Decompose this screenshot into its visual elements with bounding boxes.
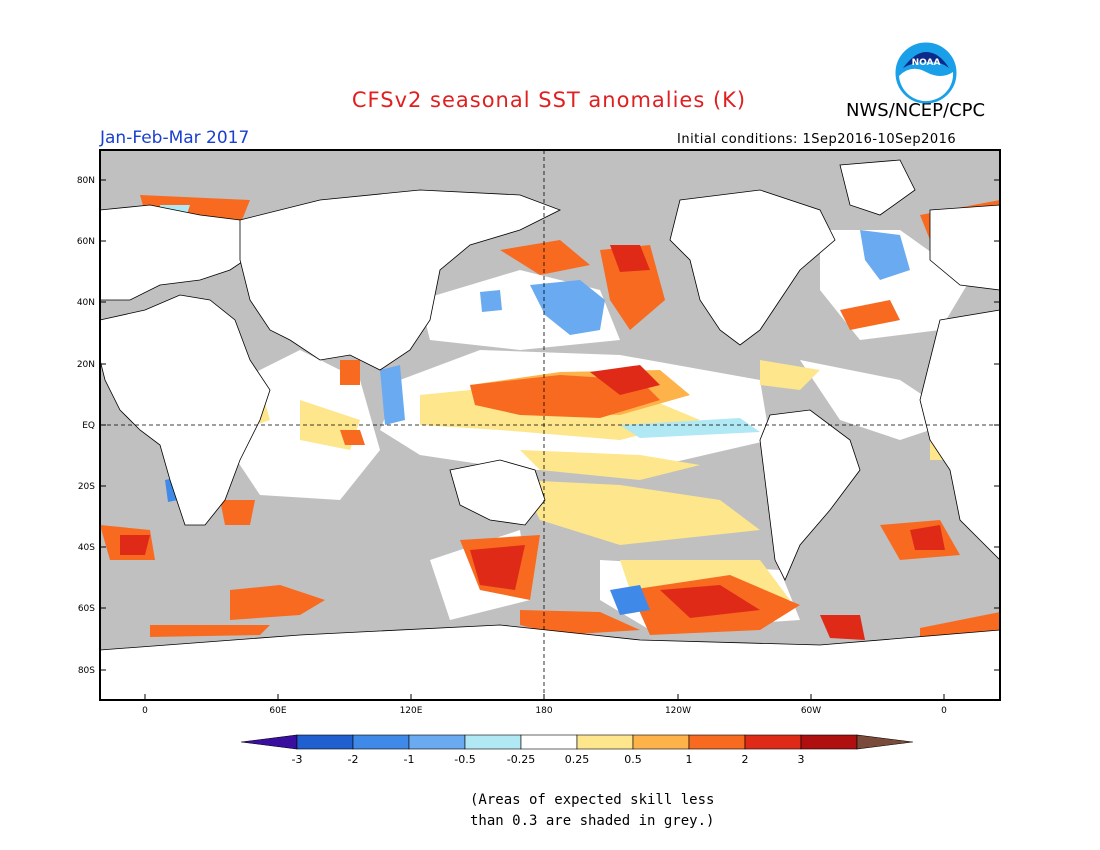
colorbar-tick: 1 (686, 753, 693, 766)
colorbar-segment (352, 734, 410, 750)
colorbar-tick: 0.5 (624, 753, 642, 766)
map-title: CFSv2 seasonal SST anomalies (K) (351, 88, 747, 112)
colorbar (240, 734, 914, 750)
anomaly-field (100, 195, 1000, 640)
season-label: Jan-Feb-Mar 2017 (100, 128, 250, 148)
lon-labels: 0 60E 120E 180 120W 60W 0 (142, 706, 947, 716)
colorbar-tick: -0.5 (454, 753, 475, 766)
colorbar-segment (408, 734, 466, 750)
colorbar-segment (296, 734, 354, 750)
colorbar-segment (632, 734, 690, 750)
lat-ticks (100, 179, 1000, 671)
lat-label: 60S (78, 604, 95, 614)
colorbar-tick-labels: -3 -2 -1 -0.5 -0.25 0.25 0.5 1 2 3 (292, 753, 805, 766)
lat-label: 40N (77, 298, 95, 308)
lat-label: 80N (77, 176, 95, 186)
lon-label: 180 (535, 706, 552, 716)
colorbar-segment (464, 734, 522, 750)
lon-label: 120E (400, 706, 423, 716)
lat-label: EQ (82, 421, 95, 431)
colorbar-tick: -2 (348, 753, 359, 766)
colorbar-segment (688, 734, 746, 750)
lon-label: 120W (665, 706, 691, 716)
colorbar-tick: 3 (798, 753, 805, 766)
noaa-logo-icon: NOAA (895, 42, 957, 104)
lat-label: 40S (78, 543, 95, 553)
colorbar-segment (800, 734, 858, 750)
lat-label: 20N (77, 360, 95, 370)
colorbar-segment (744, 734, 802, 750)
lat-label: 20S (78, 482, 95, 492)
colorbar-tick: -0.25 (507, 753, 535, 766)
logo-text: NOAA (912, 58, 941, 68)
lat-labels: 80N 60N 40N 20N EQ 20S 40S 60S 80S (77, 176, 95, 676)
colorbar-segment (520, 734, 578, 750)
lon-ticks (144, 694, 945, 700)
skill-note: (Areas of expected skill less than 0.3 a… (470, 790, 714, 832)
colorbar-segment (576, 734, 634, 750)
lat-label: 60N (77, 237, 95, 247)
lon-label: 0 (142, 706, 148, 716)
colorbar-arrow-high (856, 734, 914, 750)
colorbar-tick: -3 (292, 753, 303, 766)
skill-note-line: than 0.3 are shaded in grey.) (470, 813, 715, 829)
colorbar-tick: 2 (742, 753, 749, 766)
lon-label: 60W (801, 706, 821, 716)
colorbar-tick: 0.25 (565, 753, 590, 766)
agency-label: NWS/NCEP/CPC (846, 100, 986, 121)
colorbar-arrow-low (240, 734, 298, 750)
initial-conditions-label: Initial conditions: 1Sep2016-10Sep2016 (677, 132, 957, 147)
skill-note-line: (Areas of expected skill less (470, 792, 715, 808)
land-outlines (99, 159, 1001, 701)
lat-label: 80S (78, 666, 95, 676)
colorbar-tick: -1 (404, 753, 415, 766)
lon-label: 0 (941, 706, 947, 716)
lon-label: 60E (269, 706, 286, 716)
